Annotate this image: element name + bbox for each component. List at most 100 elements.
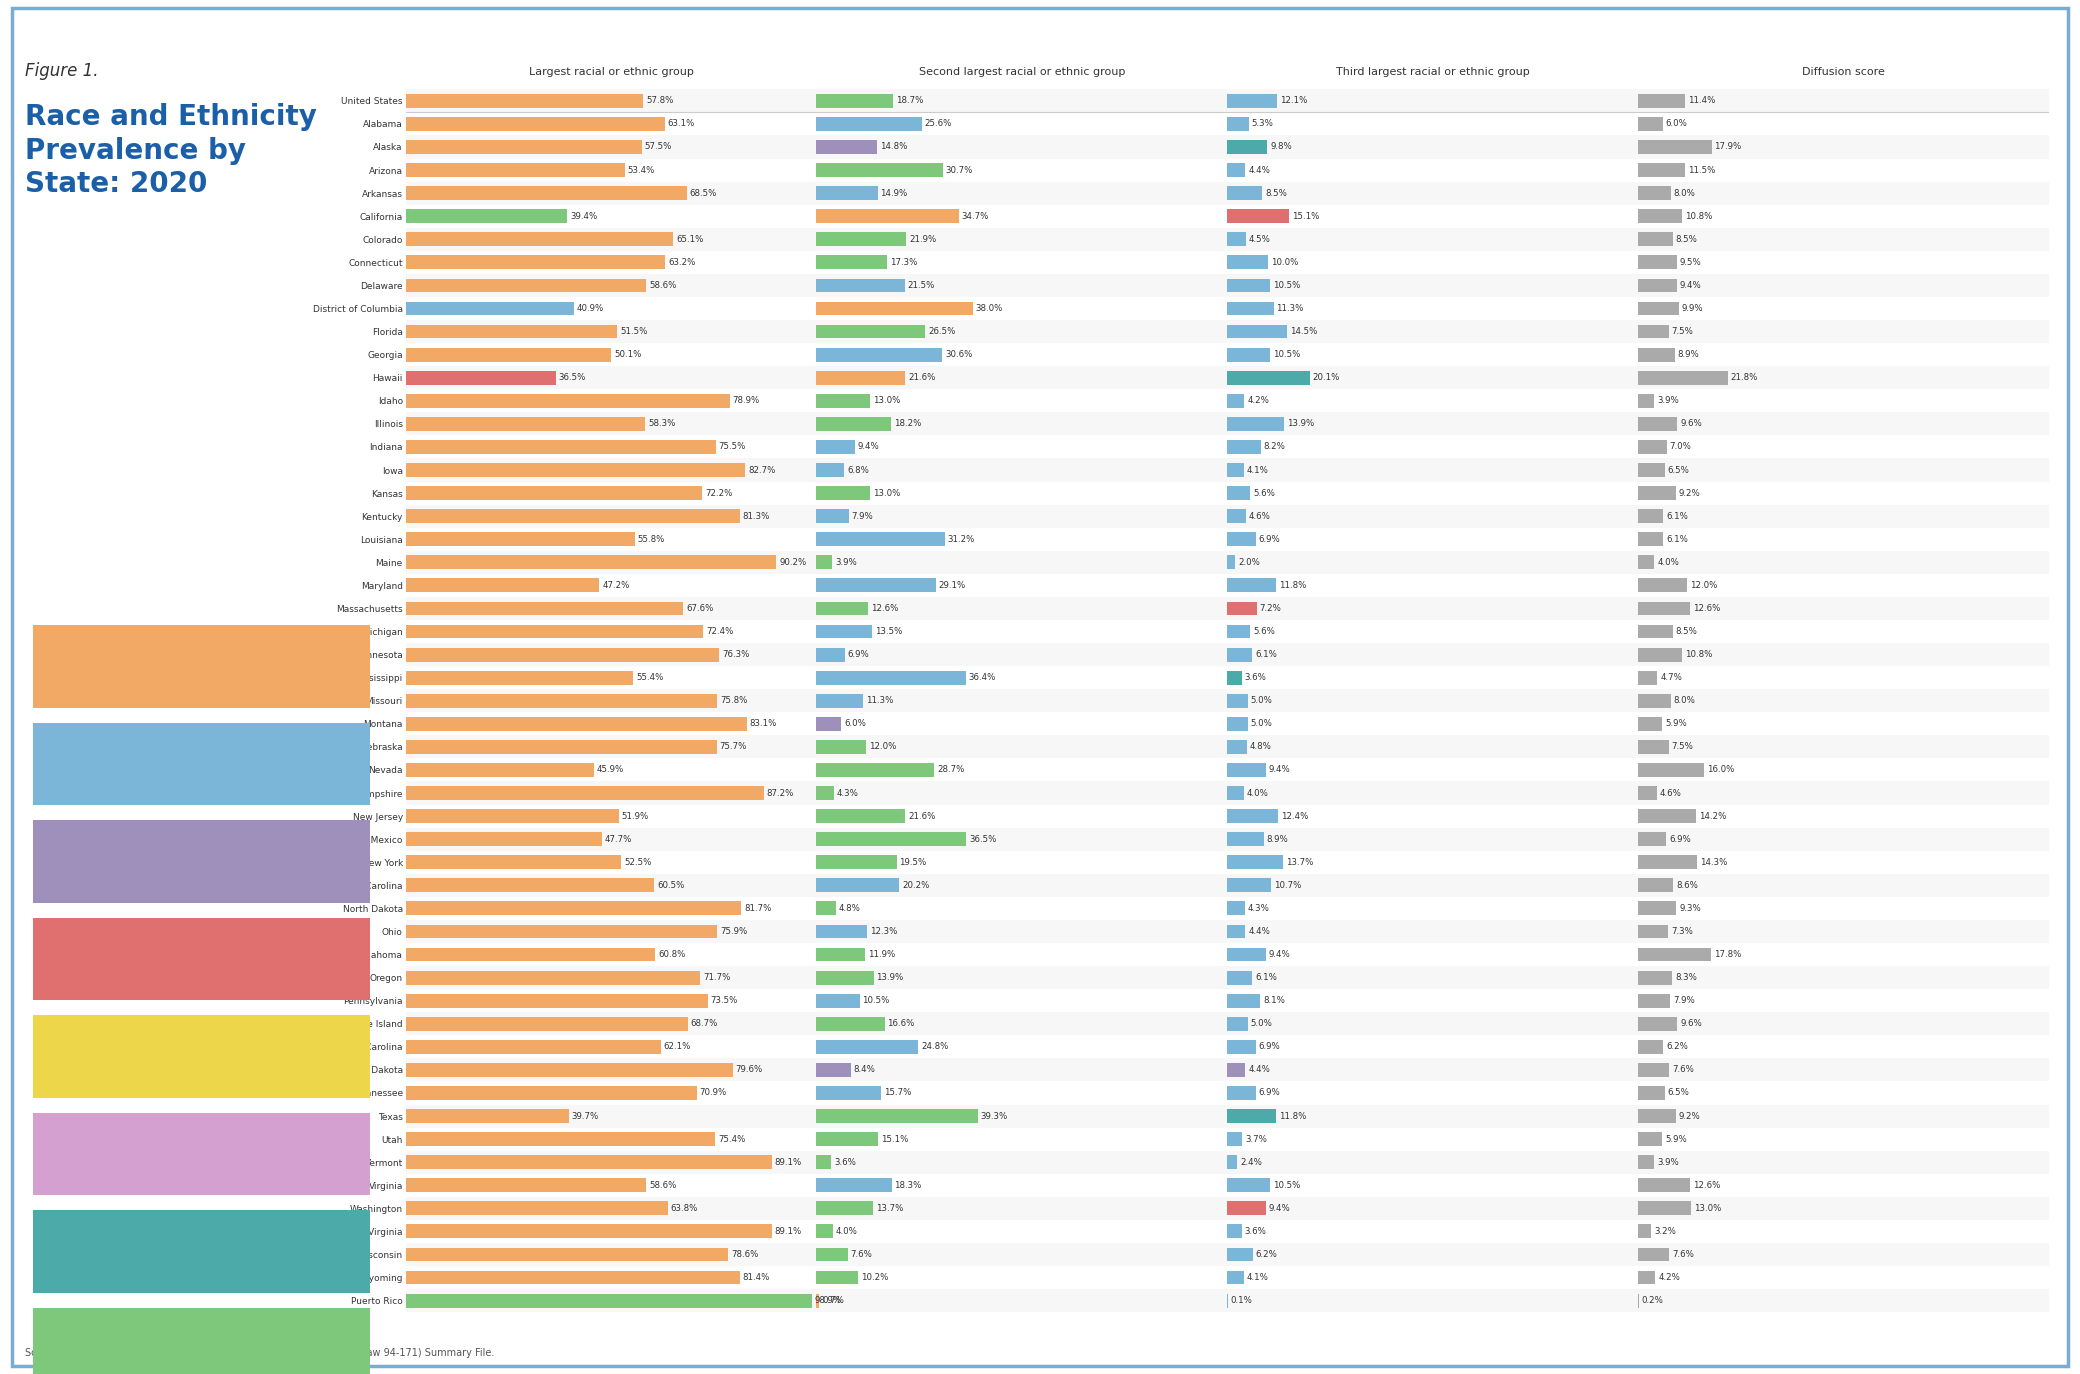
Text: 53.4%: 53.4% bbox=[628, 165, 655, 174]
Text: 9.4%: 9.4% bbox=[1269, 1204, 1290, 1213]
Bar bbox=[406, 851, 2049, 874]
Text: Two or More Races,
not Hispanic or Latino: Two or More Races, not Hispanic or Latin… bbox=[146, 1242, 258, 1261]
Bar bbox=[1639, 833, 1666, 846]
Bar bbox=[406, 256, 666, 269]
Text: 7.9%: 7.9% bbox=[851, 511, 874, 521]
Text: 89.1%: 89.1% bbox=[774, 1227, 801, 1237]
Text: Source: U.S. Census Bureau, 2020 Census Redistricting Data (Public Law 94-171) S: Source: U.S. Census Bureau, 2020 Census … bbox=[25, 1348, 495, 1358]
Bar bbox=[1639, 856, 1697, 870]
Bar bbox=[1639, 1156, 1654, 1169]
Bar bbox=[1227, 164, 1246, 177]
Bar bbox=[1639, 925, 1668, 938]
Bar bbox=[406, 344, 2049, 367]
Bar bbox=[1227, 671, 1242, 684]
Bar bbox=[1227, 1179, 1271, 1193]
Bar bbox=[406, 394, 730, 408]
Text: 40.9%: 40.9% bbox=[576, 304, 603, 313]
Text: 63.2%: 63.2% bbox=[668, 258, 695, 267]
Bar bbox=[406, 209, 568, 223]
Bar bbox=[406, 1201, 668, 1215]
Text: 12.6%: 12.6% bbox=[872, 605, 899, 613]
Text: 6.1%: 6.1% bbox=[1666, 534, 1687, 544]
Bar bbox=[817, 463, 844, 477]
Text: 10.5%: 10.5% bbox=[1273, 350, 1300, 359]
Bar bbox=[1227, 279, 1271, 293]
Bar bbox=[817, 925, 867, 938]
Text: 4.8%: 4.8% bbox=[838, 904, 861, 912]
Text: Black or African American
alone, not Hispanic or Latino: Black or African American alone, not His… bbox=[129, 754, 275, 774]
Bar bbox=[1639, 901, 1676, 915]
Text: 51.9%: 51.9% bbox=[622, 812, 649, 820]
Text: 4.3%: 4.3% bbox=[836, 789, 859, 797]
Bar bbox=[817, 970, 874, 985]
Text: 7.6%: 7.6% bbox=[1672, 1250, 1693, 1259]
Text: 8.9%: 8.9% bbox=[1676, 350, 1699, 359]
Bar bbox=[406, 901, 740, 915]
Text: 24.8%: 24.8% bbox=[921, 1043, 948, 1051]
Bar bbox=[406, 833, 601, 846]
Bar bbox=[1639, 232, 1672, 246]
Bar bbox=[817, 440, 855, 453]
Text: 4.0%: 4.0% bbox=[1246, 789, 1269, 797]
Bar bbox=[1639, 532, 1664, 545]
Bar bbox=[1227, 486, 1250, 500]
Bar bbox=[817, 416, 890, 431]
Bar bbox=[1227, 786, 1244, 800]
Bar bbox=[406, 158, 2049, 181]
Text: 9.4%: 9.4% bbox=[1269, 949, 1290, 959]
Bar bbox=[406, 136, 2049, 158]
Bar bbox=[1227, 416, 1283, 431]
Text: 6.8%: 6.8% bbox=[847, 466, 869, 474]
Bar bbox=[406, 763, 595, 776]
Text: Race and Ethnicity
Prevalence by
State: 2020: Race and Ethnicity Prevalence by State: … bbox=[25, 103, 316, 198]
Bar bbox=[406, 993, 707, 1007]
Text: 71.7%: 71.7% bbox=[703, 973, 730, 982]
Bar bbox=[1639, 416, 1676, 431]
Bar bbox=[817, 948, 865, 962]
Bar bbox=[817, 209, 959, 223]
Text: 7.0%: 7.0% bbox=[1670, 442, 1691, 452]
Text: 7.9%: 7.9% bbox=[1672, 996, 1695, 1006]
Text: 29.1%: 29.1% bbox=[938, 581, 965, 589]
Text: 13.9%: 13.9% bbox=[876, 973, 903, 982]
Text: Second largest racial or ethnic group: Second largest racial or ethnic group bbox=[919, 67, 1125, 77]
Bar bbox=[1227, 602, 1256, 616]
Bar bbox=[406, 741, 718, 754]
Text: 82.7%: 82.7% bbox=[749, 466, 776, 474]
Bar bbox=[1227, 901, 1244, 915]
Text: 60.8%: 60.8% bbox=[657, 949, 686, 959]
Bar bbox=[406, 436, 2049, 459]
Text: 10.2%: 10.2% bbox=[861, 1274, 888, 1282]
Bar bbox=[817, 1156, 832, 1169]
Text: 4.4%: 4.4% bbox=[1248, 1065, 1271, 1074]
Text: Largest racial or ethnic group: Largest racial or ethnic group bbox=[528, 67, 693, 77]
Bar bbox=[1639, 510, 1664, 523]
Bar bbox=[1639, 440, 1666, 453]
Bar bbox=[406, 1132, 716, 1146]
Text: 4.1%: 4.1% bbox=[1246, 1274, 1269, 1282]
Bar bbox=[406, 1265, 2049, 1289]
Text: 14.5%: 14.5% bbox=[1290, 327, 1317, 337]
Text: 9.3%: 9.3% bbox=[1679, 904, 1701, 912]
Text: 87.2%: 87.2% bbox=[768, 789, 795, 797]
Bar bbox=[1639, 486, 1676, 500]
Bar bbox=[1227, 833, 1265, 846]
Text: 21.8%: 21.8% bbox=[1731, 374, 1758, 382]
Bar bbox=[406, 925, 718, 938]
Text: 25.6%: 25.6% bbox=[924, 120, 953, 128]
Bar bbox=[1639, 1201, 1691, 1215]
Text: 20.2%: 20.2% bbox=[903, 881, 930, 890]
Bar bbox=[406, 782, 2049, 805]
Bar bbox=[406, 412, 2049, 436]
Bar bbox=[1227, 117, 1248, 131]
Text: 12.6%: 12.6% bbox=[1693, 1180, 1720, 1190]
Bar bbox=[1227, 878, 1271, 892]
Text: 63.8%: 63.8% bbox=[670, 1204, 699, 1213]
Text: Native Hawaiian and
Other Pacific Islander alone,
not Hispanic or Latino: Native Hawaiian and Other Pacific Island… bbox=[129, 1041, 275, 1072]
Text: 14.8%: 14.8% bbox=[880, 143, 907, 151]
Bar bbox=[1227, 232, 1246, 246]
Bar bbox=[817, 1179, 892, 1193]
Text: 5.9%: 5.9% bbox=[1666, 720, 1687, 728]
Text: 10.0%: 10.0% bbox=[1271, 258, 1298, 267]
Bar bbox=[406, 874, 2049, 897]
